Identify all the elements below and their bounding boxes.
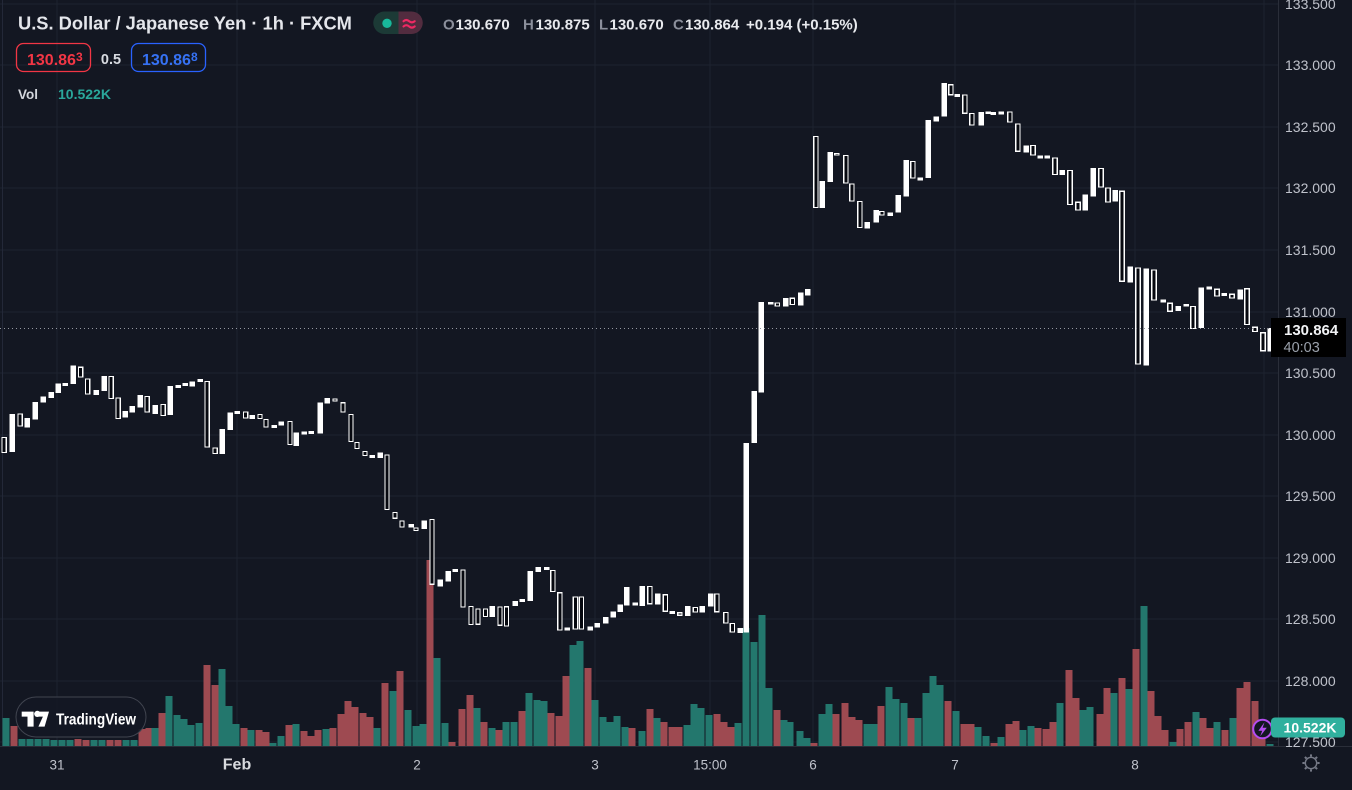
svg-text:130.864: 130.864	[685, 17, 740, 34]
svg-text:40:03: 40:03	[1284, 340, 1320, 356]
svg-text:15:00: 15:00	[693, 758, 727, 773]
svg-text:TradingView: TradingView	[56, 712, 137, 729]
svg-text:127.500: 127.500	[1285, 734, 1336, 750]
svg-text:8: 8	[1131, 758, 1139, 773]
svg-text:131.000: 131.000	[1285, 304, 1336, 320]
svg-text:7: 7	[951, 758, 959, 773]
svg-text:133.000: 133.000	[1285, 57, 1336, 73]
svg-text:130.868: 130.868	[142, 50, 198, 69]
svg-text:C: C	[673, 17, 684, 34]
svg-text:130.864: 130.864	[1284, 322, 1339, 339]
svg-text:31: 31	[49, 758, 64, 773]
svg-text:130.875: 130.875	[536, 17, 590, 34]
svg-text:3: 3	[591, 758, 599, 773]
svg-text:L: L	[599, 17, 608, 34]
svg-text:0.5: 0.5	[101, 52, 121, 68]
svg-text:Vol: Vol	[18, 87, 38, 102]
svg-text:130.670: 130.670	[610, 17, 664, 34]
svg-text:129.500: 129.500	[1285, 488, 1336, 504]
svg-text:128.500: 128.500	[1285, 611, 1336, 627]
svg-text:O: O	[443, 17, 455, 34]
svg-text:130.863: 130.863	[27, 50, 83, 69]
svg-text:129.000: 129.000	[1285, 550, 1336, 566]
svg-text:133.500: 133.500	[1285, 0, 1336, 12]
svg-text:130.000: 130.000	[1285, 427, 1336, 443]
svg-text:U.S. Dollar / Japanese Yen · 1: U.S. Dollar / Japanese Yen · 1h · FXCM	[18, 13, 352, 34]
svg-text:Feb: Feb	[223, 757, 252, 774]
svg-text:10.522K: 10.522K	[58, 86, 111, 102]
svg-text:6: 6	[809, 758, 817, 773]
svg-text:132.000: 132.000	[1285, 180, 1336, 196]
svg-text:130.670: 130.670	[456, 17, 510, 34]
svg-text:130.500: 130.500	[1285, 365, 1336, 381]
svg-text:132.500: 132.500	[1285, 119, 1336, 135]
svg-text:2: 2	[413, 758, 421, 773]
svg-text:H: H	[523, 17, 534, 34]
svg-text:128.000: 128.000	[1285, 673, 1336, 689]
svg-text:131.500: 131.500	[1285, 242, 1336, 258]
svg-text:+0.194 (+0.15%): +0.194 (+0.15%)	[746, 17, 858, 34]
svg-text:10.522K: 10.522K	[1284, 720, 1337, 736]
